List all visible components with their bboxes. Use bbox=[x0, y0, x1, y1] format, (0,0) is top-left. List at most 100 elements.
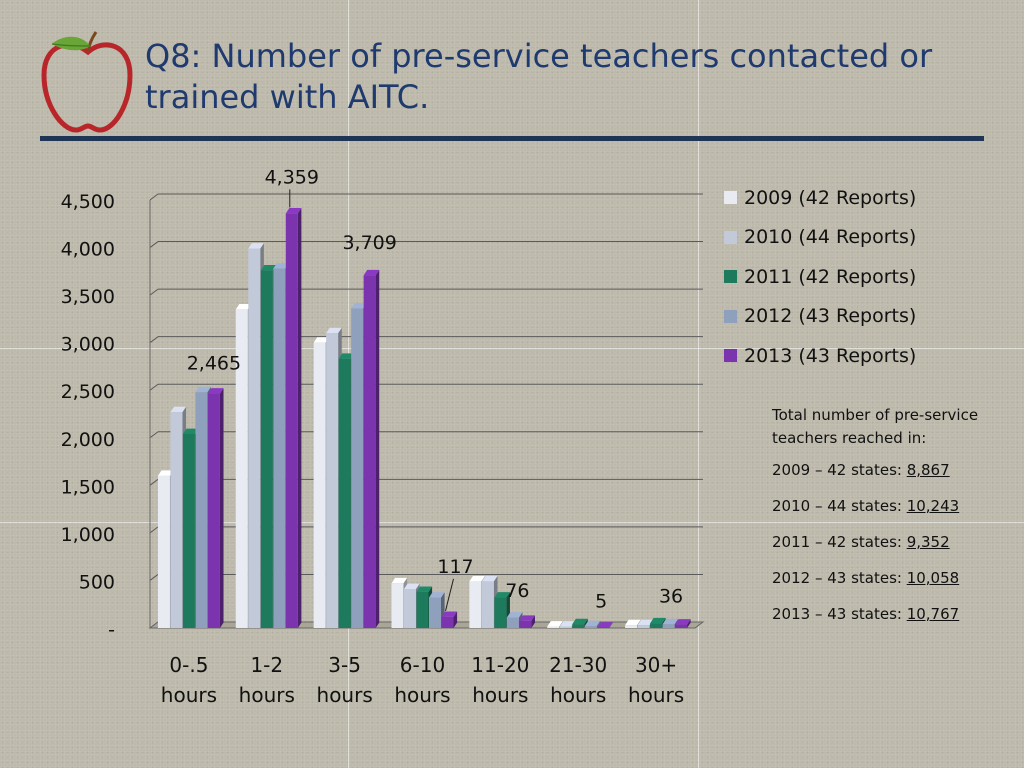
bar-side bbox=[453, 611, 458, 628]
bar-top bbox=[481, 575, 498, 582]
totals-row-label: 2010 – 44 states: bbox=[772, 497, 907, 515]
legend-item: 2011 (42 Reports) bbox=[724, 257, 916, 297]
data-label: 117 bbox=[437, 556, 473, 578]
bar-top bbox=[637, 619, 654, 626]
x-tick-label: 3-5 bbox=[328, 653, 361, 677]
totals-row-value: 10,767 bbox=[906, 605, 960, 623]
x-tick-label: hours bbox=[394, 683, 450, 707]
totals-row-label: 2013 – 43 states: bbox=[772, 605, 907, 623]
bar bbox=[207, 393, 220, 628]
bar-top bbox=[338, 353, 355, 359]
legend-label: 2010 (44 Reports) bbox=[744, 226, 917, 249]
totals-row-value: 10,058 bbox=[906, 569, 960, 587]
legend-item: 2009 (42 Reports) bbox=[724, 178, 916, 218]
grid-line bbox=[149, 431, 159, 439]
bar bbox=[248, 248, 261, 629]
totals-row: 2012 – 43 states: 10,058 bbox=[772, 567, 1012, 603]
bar-top bbox=[469, 575, 485, 582]
legend-item: 2012 (43 Reports) bbox=[724, 297, 916, 337]
y-tick-label: 2,500 bbox=[61, 381, 115, 403]
bar bbox=[572, 624, 585, 628]
background-line bbox=[0, 348, 1024, 349]
x-tick-label: 30+ bbox=[635, 653, 677, 677]
bar bbox=[441, 616, 454, 628]
bar-side bbox=[687, 619, 691, 628]
bar-top bbox=[363, 269, 380, 276]
bar-top bbox=[662, 618, 679, 625]
grid-line bbox=[149, 241, 159, 248]
bar bbox=[351, 308, 364, 628]
title-divider bbox=[40, 136, 984, 141]
bar-top bbox=[260, 264, 277, 271]
bar bbox=[625, 625, 638, 628]
bar-top bbox=[404, 583, 420, 590]
y-tick-label: 4,500 bbox=[61, 191, 115, 213]
bar-top bbox=[157, 470, 174, 476]
bar-top bbox=[248, 243, 264, 249]
bar-top bbox=[506, 612, 523, 618]
bar-top bbox=[429, 592, 445, 598]
bar-top bbox=[625, 619, 641, 626]
legend-item: 2013 (43 Reports) bbox=[724, 336, 916, 376]
bar-top bbox=[273, 263, 289, 269]
bar bbox=[675, 624, 688, 628]
bar bbox=[481, 581, 494, 628]
grid-line bbox=[149, 383, 159, 391]
bar bbox=[404, 589, 416, 628]
bar-top bbox=[584, 620, 601, 627]
bar bbox=[416, 591, 429, 628]
bar-top bbox=[519, 615, 535, 621]
data-label: 2,465 bbox=[187, 353, 241, 375]
bar bbox=[235, 309, 248, 628]
bar-top bbox=[494, 592, 510, 598]
bar bbox=[157, 475, 170, 628]
data-label: 4,359 bbox=[265, 166, 319, 188]
y-tick-label: 2,000 bbox=[61, 429, 115, 451]
totals-row: 2013 – 43 states: 10,767 bbox=[772, 603, 1012, 639]
bar bbox=[338, 358, 351, 628]
bar-top bbox=[559, 621, 576, 627]
data-label: 36 bbox=[659, 586, 683, 608]
bar bbox=[260, 270, 273, 628]
bar-side bbox=[219, 388, 224, 628]
x-tick-label: hours bbox=[161, 683, 217, 707]
y-tick-label: 4,000 bbox=[61, 239, 115, 261]
legend-swatch bbox=[724, 230, 737, 244]
totals-row-label: 2009 – 42 states: bbox=[772, 461, 907, 479]
legend-swatch bbox=[724, 191, 737, 205]
totals-row-value: 9,352 bbox=[906, 533, 950, 551]
bar bbox=[494, 597, 507, 628]
x-tick-label: hours bbox=[472, 683, 528, 707]
y-tick-label: 500 bbox=[79, 571, 115, 593]
bar-top bbox=[675, 619, 691, 625]
y-tick-label: 1,000 bbox=[61, 524, 115, 546]
totals-row: 2009 – 42 states: 8,867 bbox=[772, 459, 1012, 495]
grid-line bbox=[149, 574, 159, 581]
x-tick-label: hours bbox=[239, 683, 295, 707]
bar bbox=[273, 268, 286, 628]
bar bbox=[170, 412, 183, 628]
grid-line bbox=[149, 288, 159, 296]
bar bbox=[195, 392, 208, 628]
bar bbox=[519, 620, 532, 628]
apple-icon bbox=[41, 31, 133, 133]
legend-swatch bbox=[724, 270, 737, 284]
x-tick-label: 6-10 bbox=[400, 653, 445, 677]
bar bbox=[326, 333, 339, 628]
chart-legend: 2009 (42 Reports) 2010 (44 Reports) 2011 (… bbox=[724, 178, 916, 376]
bar-side bbox=[375, 269, 380, 628]
x-tick-label: 21-30 bbox=[549, 653, 607, 677]
bar-top bbox=[650, 617, 666, 624]
x-tick-label: hours bbox=[317, 683, 373, 707]
page-title: Q8: Number of pre-service teachers conta… bbox=[145, 37, 933, 116]
legend-label: 2012 (43 Reports) bbox=[744, 305, 917, 328]
bar-top bbox=[182, 428, 199, 434]
legend-swatch bbox=[724, 309, 737, 323]
bar bbox=[391, 583, 404, 628]
bar-top bbox=[391, 577, 408, 584]
bar bbox=[469, 581, 482, 628]
background-line bbox=[0, 522, 1024, 523]
bar bbox=[363, 275, 376, 628]
bar-side bbox=[531, 615, 535, 628]
